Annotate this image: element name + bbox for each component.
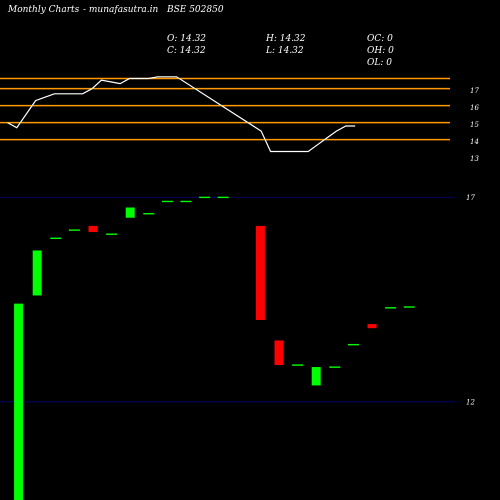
doji-candle [199,196,211,199]
doji-candle [68,229,80,231]
open-value: O: 14.32 [167,34,206,44]
down-candle [274,340,284,365]
close-value: C: 14.32 [167,46,206,56]
doji-candle [292,364,304,366]
y-tick-label: 12 [466,398,475,406]
symbol-label: BSE 502850 [166,5,224,15]
oh-value: OH: 0 [367,46,394,56]
up-candle [14,303,24,500]
y-tick-label: 14 [470,138,479,146]
doji-candle [143,213,155,215]
high-value: H: 14.32 [265,34,306,44]
site-title: Monthly Charts [7,5,80,15]
oc-value: OC: 0 [367,34,393,44]
doji-candle [106,233,118,235]
chart-header: Monthly Charts - munafasutra.in BSE 5028… [7,5,394,68]
down-candle [88,225,98,233]
y-tick-label: 15 [470,121,479,129]
doji-candle [50,237,62,239]
y-tick-label: 13 [470,155,479,163]
ol-value: OL: 0 [367,58,392,68]
doji-candle [403,306,415,308]
y-tick-label: 17 [470,87,479,95]
up-candle [311,367,321,386]
down-candle [255,225,265,320]
y-tick-label: 17 [466,194,475,202]
doji-candle [329,366,341,368]
price-line [7,76,356,153]
doji-candle [217,196,229,199]
doji-candle [385,307,397,309]
doji-candle [161,200,173,203]
source-label: - munafasutra.in [83,5,159,15]
doji-candle [347,343,359,346]
y-tick-label: 16 [470,104,479,112]
down-candle [367,324,377,329]
line-panel: 17 16 15 14 13 [0,76,479,163]
doji-candle [180,200,192,203]
low-value: L: 14.32 [265,46,304,56]
up-candle [32,250,42,296]
up-candle [125,207,135,218]
